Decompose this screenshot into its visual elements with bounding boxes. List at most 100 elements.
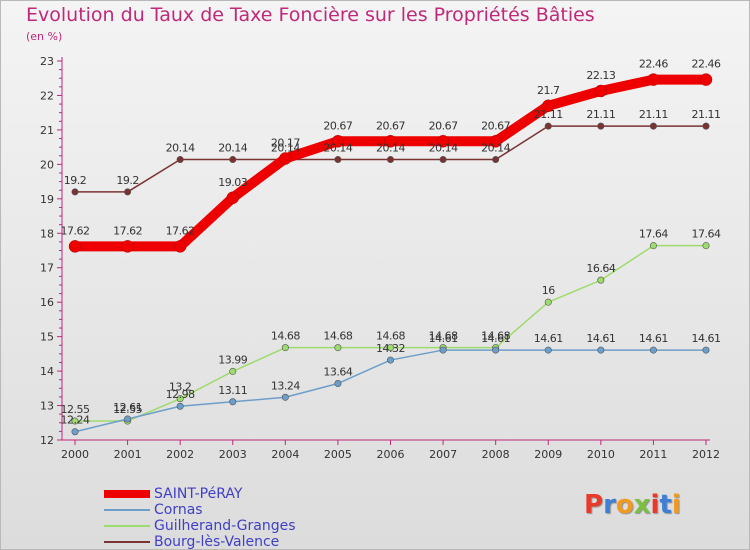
data-point-bourg-les-valence — [492, 156, 500, 164]
data-point-saint-peray — [647, 73, 660, 86]
x-tick-label: 2011 — [639, 448, 667, 461]
data-point-cornas — [281, 393, 289, 401]
data-label-cornas: 13.24 — [271, 379, 300, 392]
legend-swatch — [104, 525, 150, 527]
x-tick-label: 2009 — [534, 448, 562, 461]
data-label-bourg-les-valence: 20.14 — [271, 142, 300, 155]
data-point-saint-peray — [699, 73, 713, 86]
data-label-cornas: 14.32 — [376, 342, 405, 355]
data-point-guilherand-granges — [281, 344, 289, 352]
legend-label: Bourg-lès-Valence — [154, 534, 280, 550]
data-point-guilherand-granges — [386, 344, 394, 352]
data-label-guilherand-granges: 17.64 — [639, 228, 668, 241]
data-point-bourg-les-valence — [702, 122, 710, 130]
y-tick-label: 15 — [40, 331, 54, 344]
data-label-bourg-les-valence: 21.11 — [639, 108, 668, 121]
data-point-bourg-les-valence — [544, 122, 552, 130]
data-label-saint-peray: 20.17 — [271, 137, 300, 150]
x-tick-label: 2000 — [61, 448, 89, 461]
y-tick-label: 16 — [40, 296, 54, 309]
data-label-cornas: 12.24 — [61, 414, 90, 427]
data-point-cornas — [124, 415, 132, 423]
data-point-saint-peray — [279, 152, 292, 165]
data-label-bourg-les-valence: 20.14 — [429, 142, 458, 155]
data-label-guilherand-granges: 17.64 — [692, 228, 721, 241]
data-point-guilherand-granges — [649, 242, 657, 250]
data-label-saint-peray: 20.67 — [376, 119, 405, 132]
proxiti-logo: Proxiti — [584, 490, 681, 520]
data-point-bourg-les-valence — [649, 122, 657, 130]
data-label-cornas: 14.61 — [429, 332, 458, 345]
data-label-bourg-les-valence: 21.11 — [692, 108, 721, 121]
data-label-bourg-les-valence: 19.2 — [64, 174, 87, 187]
data-point-cornas — [597, 346, 605, 354]
data-point-cornas — [386, 356, 394, 364]
data-label-cornas: 12.98 — [166, 388, 195, 401]
y-tick-label: 14 — [40, 365, 54, 378]
data-label-bourg-les-valence: 21.11 — [534, 108, 563, 121]
data-label-guilherand-granges: 16.64 — [586, 262, 615, 275]
data-point-cornas — [702, 346, 710, 354]
data-label-saint-peray: 17.62 — [166, 224, 195, 237]
x-tick-label: 2007 — [429, 448, 457, 461]
chart-title: Evolution du Taux de Taxe Foncière sur l… — [26, 4, 595, 26]
data-point-guilherand-granges — [544, 298, 552, 306]
data-label-saint-peray: 22.46 — [639, 58, 668, 71]
data-point-guilherand-granges — [176, 395, 184, 403]
data-label-saint-peray: 20.67 — [429, 119, 458, 132]
data-point-bourg-les-valence — [597, 122, 605, 130]
data-point-bourg-les-valence — [124, 188, 132, 196]
x-tick-label: 2002 — [166, 448, 194, 461]
data-label-cornas: 14.61 — [481, 332, 510, 345]
data-point-saint-peray — [121, 240, 134, 253]
legend-label: Guilherand-Granges — [154, 518, 296, 534]
data-label-guilherand-granges: 14.68 — [376, 330, 405, 343]
data-point-saint-peray — [173, 240, 187, 253]
data-point-guilherand-granges — [702, 242, 710, 250]
data-label-cornas: 13.11 — [218, 384, 247, 397]
data-label-saint-peray: 19.03 — [218, 176, 247, 189]
chart-subtitle: (en %) — [26, 30, 63, 43]
data-point-cornas — [334, 379, 342, 387]
x-tick-label: 2010 — [587, 448, 615, 461]
data-label-cornas: 14.61 — [534, 332, 563, 345]
legend-label: SAINT-PéRAY — [154, 486, 243, 502]
x-tick-label: 2012 — [692, 448, 720, 461]
data-label-cornas: 14.61 — [639, 332, 668, 345]
data-label-guilherand-granges: 14.68 — [481, 330, 510, 343]
data-label-saint-peray: 17.62 — [113, 224, 142, 237]
data-point-saint-peray — [594, 84, 608, 98]
data-point-saint-peray — [384, 135, 397, 148]
data-point-saint-peray — [489, 135, 502, 148]
data-point-guilherand-granges — [71, 417, 79, 425]
data-label-bourg-les-valence: 21.11 — [586, 108, 615, 121]
data-label-bourg-les-valence: 20.14 — [376, 142, 405, 155]
y-tick-label: 17 — [40, 262, 54, 275]
data-point-cornas — [176, 402, 184, 410]
data-label-guilherand-granges: 14.68 — [271, 330, 300, 343]
x-tick-label: 2008 — [482, 448, 510, 461]
data-point-bourg-les-valence — [439, 156, 447, 164]
legend-swatch — [104, 490, 150, 498]
data-point-saint-peray — [542, 99, 555, 113]
data-point-guilherand-granges — [229, 367, 237, 375]
data-point-cornas — [649, 346, 657, 354]
data-label-bourg-les-valence: 20.14 — [218, 142, 247, 155]
data-label-guilherand-granges: 12.55 — [61, 403, 90, 416]
data-point-saint-peray — [436, 135, 450, 148]
data-point-saint-peray — [331, 135, 345, 148]
data-label-saint-peray: 22.46 — [692, 58, 721, 71]
y-tick-label: 22 — [40, 89, 54, 102]
data-label-bourg-les-valence: 19.2 — [116, 174, 139, 187]
data-label-guilherand-granges: 13.2 — [169, 381, 192, 394]
data-label-cornas: 13.64 — [323, 365, 352, 378]
data-point-saint-peray — [226, 191, 239, 205]
data-point-bourg-les-valence — [386, 156, 394, 164]
legend-swatch — [104, 509, 150, 511]
y-tick-label: 20 — [40, 158, 54, 171]
x-tick-label: 2005 — [324, 448, 352, 461]
data-label-saint-peray: 20.67 — [481, 119, 510, 132]
data-point-bourg-les-valence — [334, 156, 342, 164]
data-label-guilherand-granges: 12.55 — [113, 403, 142, 416]
data-label-saint-peray: 22.13 — [586, 69, 615, 82]
